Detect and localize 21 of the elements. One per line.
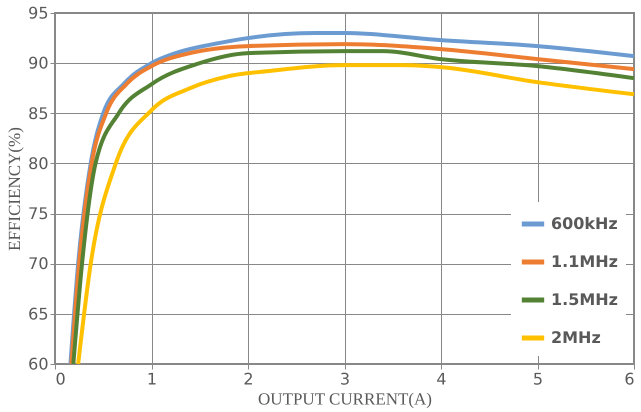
x-tick-label: 6 <box>624 370 634 388</box>
x-tick-label: 0 <box>56 370 66 388</box>
y-tick-label: 80 <box>28 154 48 173</box>
y-axis-title: EFFICIENCY(%) <box>5 127 24 251</box>
legend-label: 2MHz <box>551 328 601 347</box>
y-tick-label: 75 <box>28 204 48 224</box>
y-tick-label: 95 <box>28 4 48 22</box>
x-tick-label: 3 <box>340 370 350 388</box>
y-tick-label: 60 <box>28 354 48 374</box>
x-tick-label: 4 <box>436 370 447 388</box>
legend-label: 600kHz <box>551 214 618 233</box>
legend-label: 1.5MHz <box>551 290 618 309</box>
x-tick-label: 2 <box>243 370 254 388</box>
x-tick-label: 5 <box>532 370 544 388</box>
x-tick-label: 1 <box>146 370 158 388</box>
x-axis-title: OUTPUT CURRENT(A) <box>258 390 432 408</box>
y-tick-label: 85 <box>28 104 48 123</box>
legend-label: 1.1MHz <box>551 252 618 271</box>
y-tick-label: 65 <box>28 304 48 324</box>
y-tick-label: 90 <box>28 54 48 73</box>
y-tick-label: 70 <box>28 254 48 274</box>
